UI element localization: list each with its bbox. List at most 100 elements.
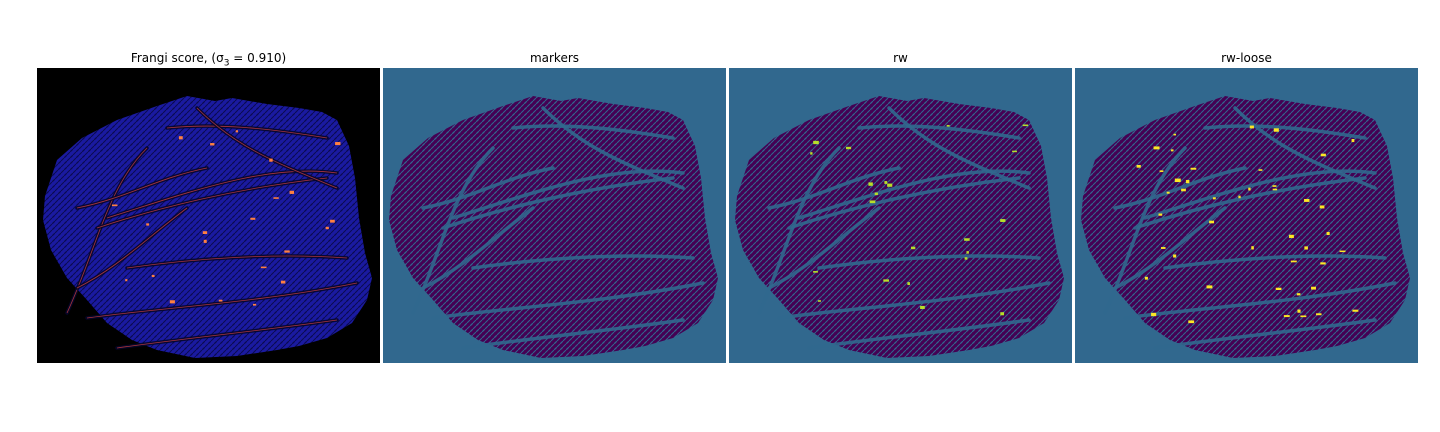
segment-speck [907, 282, 910, 286]
vessel-ridge [767, 206, 881, 290]
segment-speck [1288, 234, 1294, 239]
segment-speck [1272, 185, 1277, 187]
segment-speck [269, 158, 273, 162]
segment-speck [1283, 315, 1290, 318]
panel-title: rw [893, 51, 908, 65]
segment-speck [1300, 315, 1307, 318]
segment-speck [1136, 165, 1141, 168]
segment-speck [1185, 179, 1190, 184]
vessel-ridge [757, 146, 841, 315]
segment-speck [1174, 178, 1181, 183]
vessel-ridge [421, 206, 535, 290]
tissue-region [389, 96, 718, 358]
segment-speck [1273, 128, 1279, 132]
panel-frangi: Frangi score, (σ3 = 0.910) [37, 48, 380, 363]
vessel-ridge [777, 281, 1051, 320]
segment-speck [1170, 149, 1174, 152]
vessel-ridge [1143, 169, 1377, 220]
segment-speck [946, 124, 950, 127]
segment-speck [178, 136, 183, 140]
segment-speck [146, 223, 150, 226]
segment-speck [289, 190, 295, 194]
segment-speck [151, 274, 155, 278]
panel-title: markers [529, 51, 580, 65]
vessel-ridge [887, 106, 1031, 190]
vessel-ridge [461, 318, 685, 350]
vessel-ridge [857, 124, 1021, 140]
rw-loose-image [1075, 68, 1418, 363]
segment-speck [1173, 254, 1177, 258]
segment-speck [1339, 250, 1346, 253]
segment-speck [1144, 276, 1148, 280]
segment-speck [1190, 167, 1197, 170]
vessel-ridge [471, 254, 695, 270]
segment-speck [202, 231, 208, 234]
segment-speck [1320, 262, 1326, 265]
segment-speck [1159, 170, 1164, 173]
segment-speck [1304, 246, 1308, 250]
segment-speck [1297, 309, 1301, 313]
segment-speck [1212, 197, 1216, 200]
vessel-highlight [66, 147, 148, 314]
vessel-ridge [421, 166, 555, 210]
segment-speck [280, 280, 286, 284]
segment-speck [273, 197, 279, 199]
segment-speck [1012, 150, 1017, 153]
vessel-ridge [511, 124, 675, 140]
segment-speck [284, 250, 290, 253]
segment-speck [1188, 320, 1195, 324]
segment-speck [1351, 138, 1355, 143]
segment-speck [1160, 247, 1166, 249]
segment-speck [1209, 220, 1215, 224]
segment-speck [218, 299, 223, 302]
segment-speck [817, 300, 821, 302]
panel-markers: markers [383, 48, 726, 363]
vessel-ridge [1103, 146, 1187, 315]
segment-speck [325, 226, 329, 230]
vessel-ridge [1153, 318, 1377, 350]
segment-speck [920, 305, 925, 310]
vessel-ridge [1113, 166, 1247, 210]
vessel-ridge [807, 318, 1031, 350]
rw-svg [729, 68, 1072, 363]
segment-speck [1304, 198, 1310, 202]
panel-rw-loose: rw-loose [1075, 48, 1418, 363]
segment-speck [964, 238, 970, 241]
segment-speck [1166, 191, 1170, 194]
vessel-ridge [1233, 106, 1377, 190]
segment-speck [1320, 153, 1326, 157]
vessel-ridge [411, 146, 495, 315]
panel-title: Frangi score, (σ3 = 0.910) [130, 51, 287, 69]
vessel-ridge [1133, 176, 1367, 230]
frangi-image [37, 68, 380, 363]
rw-loose-svg [1075, 68, 1418, 363]
vessel-ridge [787, 176, 1021, 230]
vessel-highlight [76, 207, 188, 289]
tissue-region [735, 96, 1064, 358]
segment-speck [1181, 188, 1186, 192]
vessel-ridge [441, 176, 675, 230]
vessel-ridge [797, 169, 1031, 220]
segment-speck [1275, 287, 1282, 291]
segment-speck [235, 130, 239, 133]
vessel-highlight [86, 282, 358, 319]
segment-speck [966, 251, 969, 254]
segment-speck [810, 152, 813, 155]
vessel-ridge [541, 106, 685, 190]
segment-speck [1319, 205, 1325, 209]
segment-speck [1290, 260, 1297, 263]
segment-speck [869, 200, 876, 204]
vessel-ridge [1203, 124, 1367, 140]
vessel-highlight [196, 107, 338, 189]
segment-speck [252, 303, 257, 306]
segment-speck [1158, 213, 1163, 216]
segment-speck [111, 204, 118, 207]
segment-speck [1000, 312, 1005, 316]
segment-speck [1272, 188, 1278, 191]
segment-speck [1326, 231, 1330, 236]
vessel-ridge [451, 169, 685, 220]
segment-speck [1206, 285, 1213, 289]
vessel-highlight [76, 167, 208, 209]
markers-image [383, 68, 726, 363]
segment-speck [845, 146, 852, 150]
